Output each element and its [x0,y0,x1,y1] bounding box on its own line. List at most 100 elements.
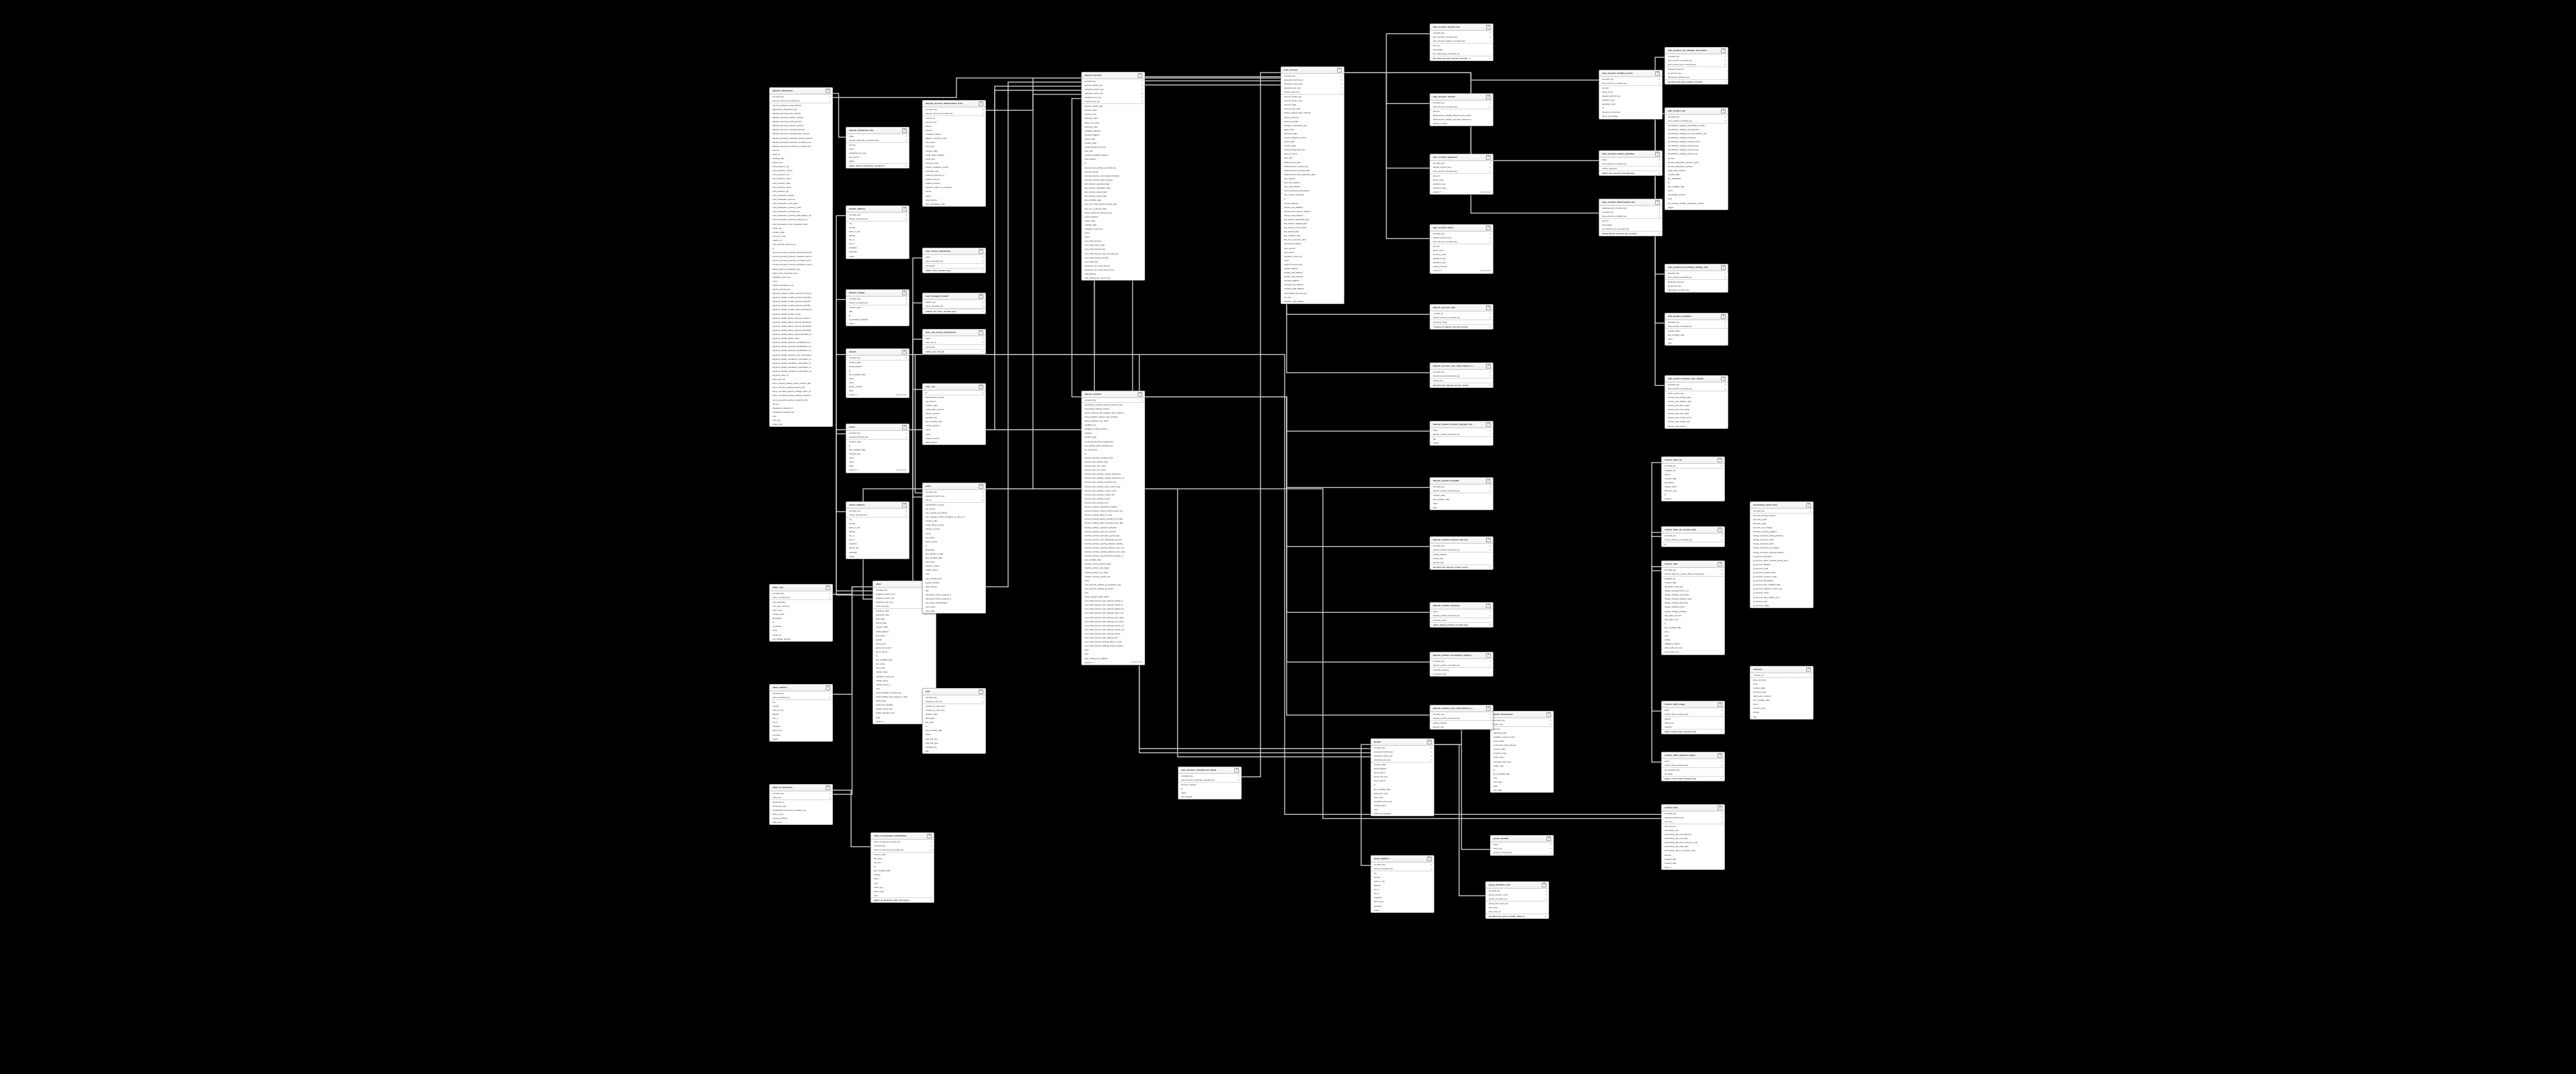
field-row[interactable]: interest_rate_source [1665,424,1728,428]
field-row[interactable]: trigger [1665,205,1728,209]
primary-key-row[interactable]: encoded_key ⚷ [1371,746,1434,750]
er-table-task[interactable]: task ⌧ encoded_key ⚷ assigned_user_key ⚷ creat… [922,688,986,754]
foreign-key-row[interactable]: deposit_account_encoded_key ⚷ [770,99,832,103]
primary-key-row[interactable]: loan_account_encoded_key ⚷ [1599,162,1662,166]
primary-key-row[interactable]: index ⚷ [846,134,909,138]
primary-key-row[interactable]: index ⚷ [1430,609,1493,614]
field-row[interactable]: teller_access [923,440,985,444]
primary-key-row[interactable]: index ⚷ [1662,759,1724,763]
table-header[interactable]: deposit_transaction ⌧ [770,88,832,95]
er-table-loan_product_accounting_settings_rule[interactable]: loan_product_accounting_settings_rule ⌧ en… [1665,264,1728,293]
index-row[interactable]: (encoded_key, loan_account_encoded_...) ⌗ [1430,56,1493,60]
foreign-key-row[interactable]: deposit_product_encoded_key ⚷ [1430,432,1493,436]
primary-key-row[interactable]: encoded_key ⚷ [923,107,985,111]
collapse-icon[interactable]: ⌧ [1806,667,1811,672]
custom-fields-row[interactable]: custom.* ⌗ Multiple fields [1430,268,1493,273]
er-table-loan_product_template[interactable]: loan_product_template ⌧ encoded_key ⚷ loan_p… [1665,313,1728,346]
er-table-credit_arrangement[interactable]: credit_arrangement ⌧ encoded_key ⚷ holder_ke… [1490,711,1554,793]
table-header[interactable]: journal_entry ⌧ [1662,805,1724,812]
foreign-key-row[interactable]: assigned_branch_key ⚷ [1281,78,1344,82]
table-header[interactable]: deposit_product_interest_rate_tier ⌧ [1430,537,1493,544]
primary-key-row[interactable]: encoded_key ⚷ [1430,712,1493,716]
primary-key-row[interactable]: loan_account_encoded_key ⚷ [1430,35,1493,39]
foreign-key-row[interactable]: assigned_centre_key ⚷ [1281,82,1344,86]
table-header[interactable]: deposit_transaction_fee ⌧ [846,128,909,134]
collapse-icon[interactable]: ⌧ [1138,391,1142,397]
table-header[interactable]: loan_account_asset ⌧ [1430,225,1493,232]
index-row[interactable]: (encoded_key, loan_product_encoded_... ⌗ [1665,79,1728,84]
foreign-key-row[interactable]: deposit_account_key ⚷ [1430,165,1493,169]
primary-key-row[interactable]: encoded_key ⚷ [846,431,909,435]
foreign-key-row[interactable]: product_type_key ⚷ [1082,99,1144,103]
collapse-icon[interactable]: ⌧ [1806,502,1811,507]
primary-key-row[interactable]: encoded_key ⚷ [1430,161,1493,165]
er-table-branch[interactable]: branch ⌧ encoded_key ⚷ creation_date email_ad… [846,348,909,398]
collapse-icon[interactable]: ⌧ [902,290,907,295]
er-table-loan_product_fee_settings_accountin...[interactable]: loan_product_fee_settings_accountin... ⌧ e… [1665,47,1728,85]
collapse-icon[interactable]: ⌧ [1486,24,1491,30]
table-header[interactable]: client_role ⌧ [770,585,832,591]
collapse-icon[interactable]: ⌧ [1427,856,1432,861]
table-header[interactable]: client_id_document_attachment ⌧ [871,833,934,840]
er-table-groups[interactable]: groups ⌧ encoded_key ⚷ assigned_branch_key ⚷ a… [1371,738,1434,817]
er-table-group_member[interactable]: group_member ⌧ index ⚷ client_key ⚷ groups_enc… [1490,835,1554,856]
collapse-icon[interactable]: ⌧ [1486,305,1491,310]
primary-key-row[interactable]: group_member_index ⚷ [1486,893,1548,897]
er-table-deposit_transaction[interactable]: deposit_transaction ⌧ encoded_key ⚷ deposit_… [769,87,833,428]
collapse-icon[interactable]: ⌧ [826,88,830,93]
foreign-key-row[interactable]: assigned_user_key ⚷ [923,699,985,703]
foreign-key-row[interactable]: custom_field_set_encoded_key ⚷ [1662,538,1724,542]
field-row[interactable]: sub_state [1491,788,1553,792]
er-table-user_access_permission[interactable]: user_access_permission ⌧ index ⚷ users_encod… [922,248,986,273]
field-row[interactable]: user_state [923,609,985,613]
table-header[interactable]: custom_field ⌧ [1662,561,1724,568]
table-header[interactable]: accounting_report_item ⌧ [1750,502,1813,509]
er-table-client_id_document[interactable]: client_id_document ⌧ encoded_key ⚷ client_ke… [769,784,833,826]
foreign-key-row[interactable]: loan_account_encoded_key ⚷ [1430,169,1493,173]
field-row[interactable]: transaction_channel_key [1665,288,1728,292]
collapse-icon[interactable]: ⌧ [927,833,932,838]
table-header[interactable]: deposit_account_over_draft_interest_s...… [1430,363,1493,370]
primary-key-row[interactable]: custom_field_encoded_key ⚷ [1662,712,1724,716]
foreign-key-row[interactable]: assigned_centre_key ⚷ [1371,754,1434,758]
collapse-icon[interactable]: ⌧ [1234,767,1239,773]
index-row[interactable]: (index, deposit_product_encoded_key) ⌗ [1430,622,1493,627]
table-header[interactable]: currency ⌧ [1750,667,1813,673]
primary-key-row[interactable]: encoded_key ⚷ [1430,485,1493,489]
primary-key-row[interactable]: users_encoded_key ⚷ [923,259,985,263]
collapse-icon[interactable]: ⌧ [826,785,830,790]
primary-key-row[interactable]: encoded_key ⚷ [1430,101,1493,105]
primary-key-row[interactable]: encoded_key ⚷ [1179,774,1241,778]
table-header[interactable]: groups ⌧ [1371,739,1434,746]
foreign-key-row[interactable]: assigned_branch_key ⚷ [846,435,909,439]
foreign-key-row[interactable]: deposit_account_encoded_key ⚷ [1430,315,1493,320]
collapse-icon[interactable]: ⌧ [1486,422,1491,427]
collapse-icon[interactable]: ⌧ [1718,457,1722,462]
table-header[interactable]: centre_address ⌧ [846,502,909,509]
primary-key-row[interactable]: encoded_key ⚷ [1662,812,1724,816]
table-header[interactable]: deposit_product_interest_payment_da... ⌧ [1430,422,1493,428]
primary-key-row[interactable]: encoded_key ⚷ [923,695,985,699]
er-table-deposit_transaction_fee[interactable]: deposit_transaction_fee ⌧ index ⚷ deposit_tr… [846,127,909,169]
primary-key-row[interactable]: groups_encoded_key ⚷ [1486,897,1548,901]
er-table-deposit_product_interest_payment_da...[interactable]: deposit_product_interest_payment_da... ⌧ i… [1430,421,1493,446]
primary-key-row[interactable]: client_id_document_encoded_key ⚷ [871,848,934,852]
foreign-key-row[interactable]: custom_field_set_custom_field_encoded_ke… [1662,572,1724,576]
collapse-icon[interactable]: ⌧ [979,293,983,299]
er-table-deposit_account_over_draft_interest_s...[interactable]: deposit_account_over_draft_interest_s...… [1430,362,1493,388]
collapse-icon[interactable]: ⌧ [1718,805,1722,810]
primary-key-row[interactable]: encoded_key ⚷ [770,691,832,695]
field-row[interactable]: preferred_language [1371,812,1434,816]
er-table-loan_account_schedule_fee_detail[interactable]: loan_account_schedule_fee_detail ⌧ encoded… [1178,767,1242,800]
er-table-custom_field[interactable]: custom_field ⌧ encoded_key ⚷ custom_field_se… [1661,560,1725,655]
primary-key-row[interactable]: index ⚷ [923,336,985,340]
primary-key-row[interactable]: encoded_key ⚷ [1430,544,1493,548]
table-header[interactable]: deposit_product_accounting_settings... ⌧ [1430,652,1493,659]
primary-key-row[interactable]: index ⚷ [1491,842,1553,846]
primary-key-row[interactable]: deposit_account_encoded_key ⚷ [923,111,985,115]
custom-fields-row[interactable]: custom.* ⌗ Multiple fields [846,393,909,397]
collapse-icon[interactable]: ⌧ [1486,652,1491,658]
er-table-loan_account_funding_source[interactable]: loan_account_funding_source ⌧ encoded_key ⚷… [1599,70,1663,119]
table-header[interactable]: deposit_product_currency ⌧ [1430,603,1493,609]
field-row[interactable]: position [1662,497,1724,501]
